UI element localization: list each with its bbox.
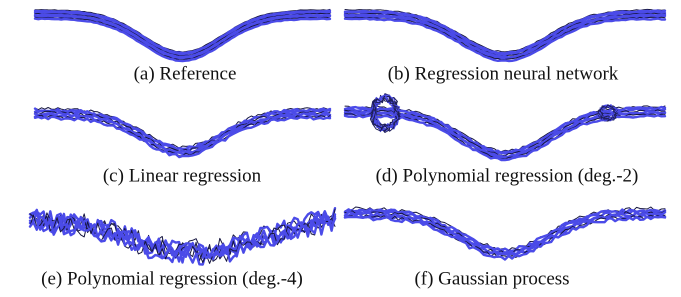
figure: (a) Reference (b) Regression neural netw…	[0, 0, 681, 297]
caption: (c) Linear regression	[103, 165, 262, 186]
caption: (d) Polynomial regression (deg.-2)	[376, 165, 639, 186]
caption: (b) Regression neural network	[388, 63, 619, 84]
renderings	[30, 9, 665, 264]
page: (a) Reference (b) Regression neural netw…	[0, 0, 681, 297]
caption: (a) Reference	[134, 63, 237, 84]
caption: (f) Gaussian process	[414, 268, 569, 289]
caption: (e) Polynomial regression (deg.-4)	[41, 268, 303, 289]
